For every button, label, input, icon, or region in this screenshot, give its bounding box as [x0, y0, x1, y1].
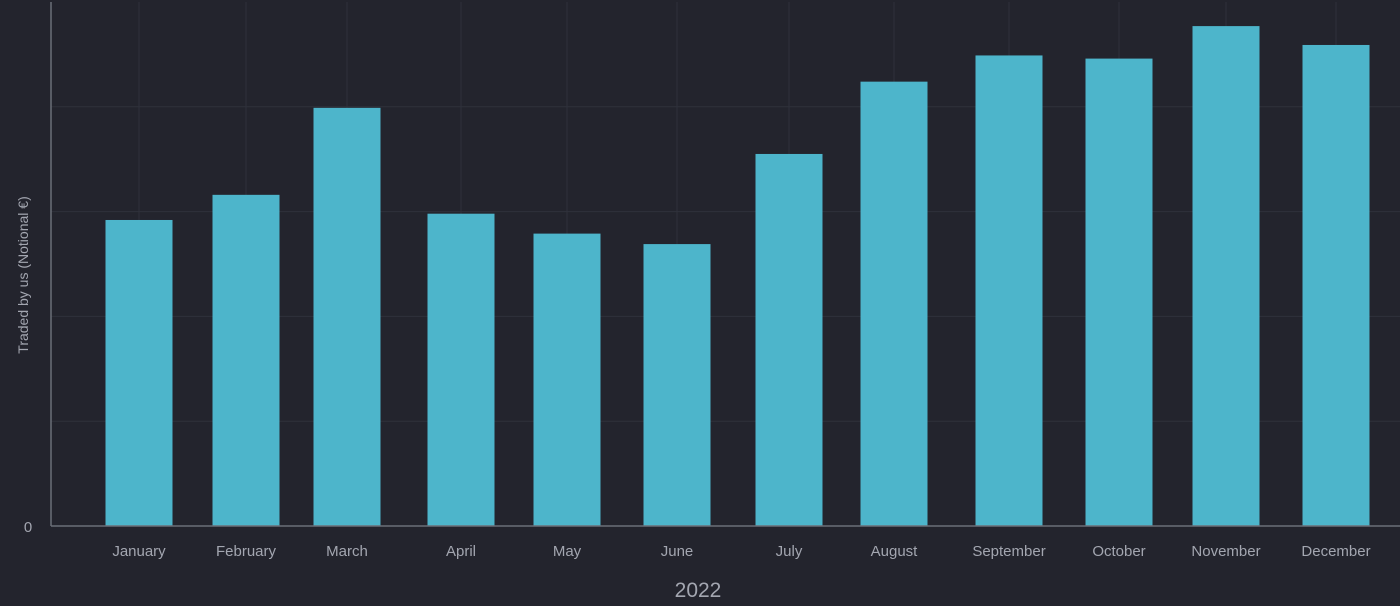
x-tick-label-may: May [553, 543, 582, 560]
bar-january[interactable] [105, 219, 173, 526]
bar-december[interactable] [1302, 44, 1370, 527]
x-tick-label-january: January [112, 543, 166, 560]
y-tick-label-0: 0 [24, 519, 32, 536]
bar-november[interactable] [1192, 26, 1260, 526]
x-tick-label-september: September [972, 543, 1045, 560]
bar-september[interactable] [975, 55, 1043, 526]
bar-october[interactable] [1085, 58, 1153, 526]
x-axis-title: 2022 [675, 579, 722, 602]
x-tick-label-march: March [326, 543, 368, 560]
bar-may[interactable] [533, 233, 601, 526]
bar-june[interactable] [643, 244, 711, 526]
bar-february[interactable] [212, 194, 280, 526]
x-tick-labels: January February March April May June July Augu… [112, 543, 1370, 560]
bar-august[interactable] [860, 81, 928, 526]
bar-march[interactable] [313, 107, 381, 527]
x-tick-label-february: February [216, 543, 277, 560]
x-tick-label-april: April [446, 543, 476, 560]
x-tick-label-august: August [871, 543, 919, 560]
bar-april[interactable] [427, 213, 495, 527]
bars [105, 26, 1370, 527]
y-axis-title: Traded by us (Notional €) [15, 196, 31, 353]
x-tick-label-october: October [1092, 543, 1145, 560]
x-tick-label-june: June [661, 543, 694, 560]
bar-july[interactable] [755, 153, 823, 526]
x-tick-label-december: December [1301, 543, 1370, 560]
x-tick-label-november: November [1191, 543, 1260, 560]
x-tick-label-july: July [776, 543, 803, 560]
